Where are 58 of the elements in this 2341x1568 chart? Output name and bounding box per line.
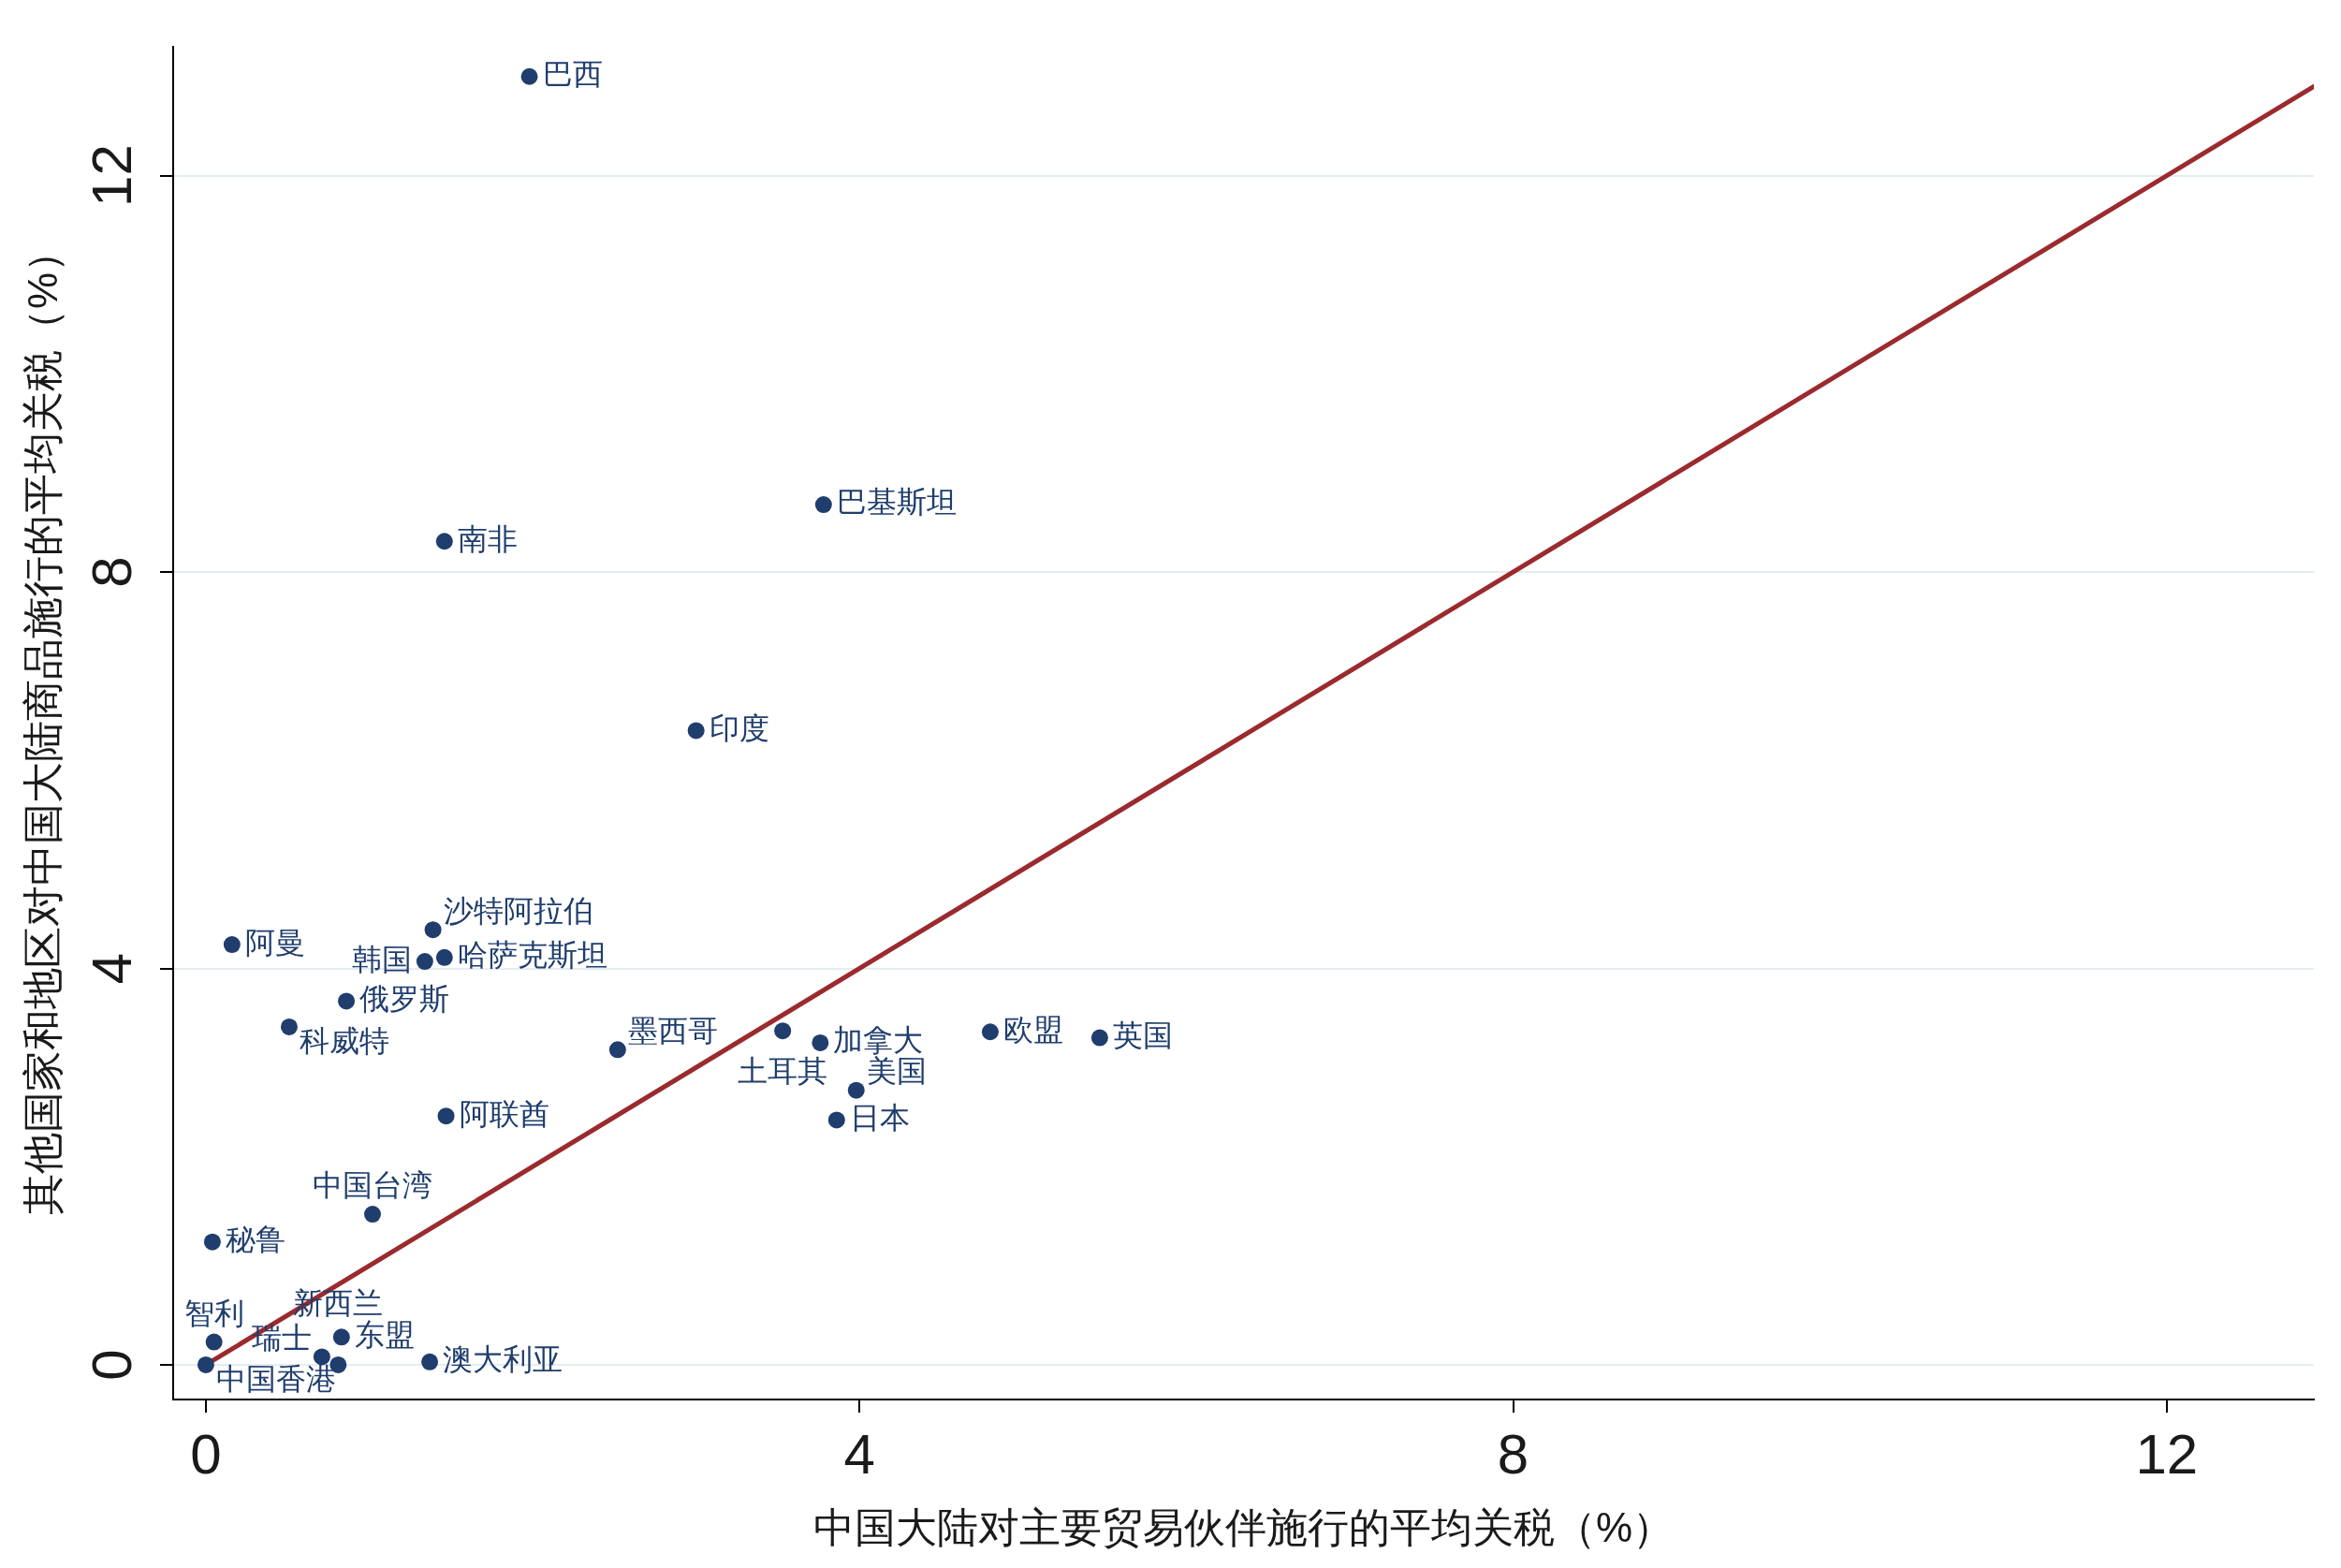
point xyxy=(363,1206,381,1224)
annotation: 阿曼 xyxy=(244,925,305,960)
point xyxy=(197,1356,214,1373)
point xyxy=(847,1081,865,1099)
point xyxy=(416,953,433,971)
x-tick-label: 0 xyxy=(190,1422,222,1486)
y-axis-title: 其他国家和地区对中国大陆商品施行的平均关税（%） xyxy=(19,230,66,1216)
point xyxy=(203,1233,221,1251)
y-tick-label: 8 xyxy=(80,556,144,588)
point xyxy=(280,1018,298,1035)
point xyxy=(437,1107,455,1125)
annotation: 中国台湾 xyxy=(312,1168,432,1203)
annotation: 沙特阿拉伯 xyxy=(443,893,593,928)
point xyxy=(421,1353,439,1370)
point xyxy=(332,1328,350,1346)
annotation: 中国香港 xyxy=(215,1362,336,1397)
annotation: 东盟 xyxy=(354,1317,415,1352)
annotation: 印度 xyxy=(709,711,769,745)
point xyxy=(338,992,356,1010)
y-tick-label: 4 xyxy=(80,952,144,985)
annotation: 美国 xyxy=(866,1054,927,1089)
annotation: 阿联酋 xyxy=(459,1096,549,1131)
x-axis-title: 中国大陆对主要贸易伙伴施行的平均关税（%） xyxy=(812,1503,1675,1550)
point xyxy=(608,1041,626,1059)
point xyxy=(827,1111,845,1129)
point xyxy=(435,948,453,966)
y-tick-label: 0 xyxy=(80,1349,144,1381)
y-tick-label: 12 xyxy=(80,144,144,207)
annotation: 韩国 xyxy=(351,942,412,976)
annotation: 澳大利亚 xyxy=(443,1342,563,1377)
x-tick-label: 4 xyxy=(843,1422,875,1486)
point xyxy=(814,496,832,514)
annotation: 哈萨克斯坦 xyxy=(457,938,607,973)
point xyxy=(435,533,453,550)
annotation: 巴基斯坦 xyxy=(836,485,957,520)
annotation: 智利 xyxy=(183,1297,244,1331)
annotation: 俄罗斯 xyxy=(359,981,450,1016)
annotation: 瑞士 xyxy=(251,1320,312,1355)
point xyxy=(205,1333,223,1351)
annotation: 日本 xyxy=(849,1100,910,1135)
point xyxy=(981,1023,999,1041)
annotation: 秘鲁 xyxy=(225,1223,285,1257)
annotation: 科威特 xyxy=(299,1024,389,1059)
point xyxy=(520,67,538,85)
point xyxy=(774,1022,792,1040)
annotation: 英国 xyxy=(1112,1018,1173,1053)
point xyxy=(223,936,241,954)
point xyxy=(424,921,442,939)
point xyxy=(812,1033,829,1051)
annotation: 巴西 xyxy=(542,57,603,92)
annotation: 欧盟 xyxy=(1002,1012,1063,1047)
x-tick-label: 12 xyxy=(2135,1422,2199,1486)
point xyxy=(687,722,705,740)
annotation: 土耳其 xyxy=(738,1054,828,1089)
x-tick-label: 8 xyxy=(1497,1422,1529,1486)
annotation: 南非 xyxy=(457,521,518,556)
annotation: 墨西哥 xyxy=(627,1013,718,1048)
point xyxy=(1090,1029,1108,1047)
